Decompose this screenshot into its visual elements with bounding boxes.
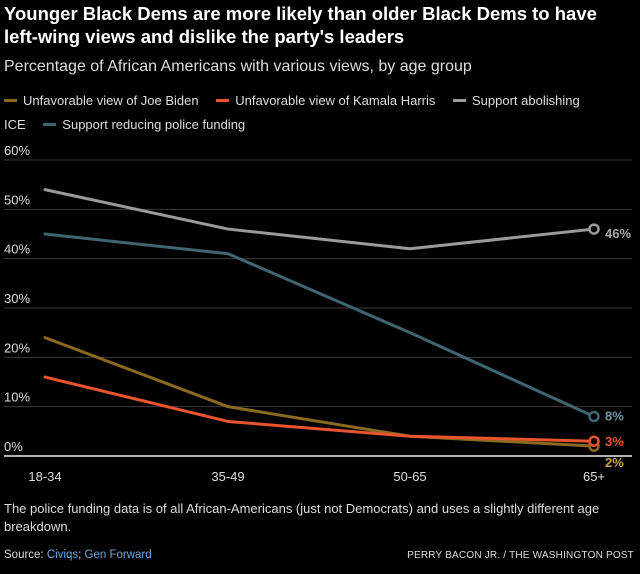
- legend-item-harris: Unfavorable view of Kamala Harris: [216, 93, 435, 108]
- y-tick-label-60: 60%: [4, 143, 30, 158]
- x-tick-label-35-49: 35-49: [211, 469, 244, 484]
- end-label-police: 8%: [605, 409, 624, 424]
- source-link-genforward[interactable]: Gen Forward: [84, 549, 152, 561]
- line-chart: 0% 10% 20% 30% 40% 50% 60% 18-34 35-49 50-65 65+2%…: [4, 143, 632, 484]
- y-tick-label-0: 0%: [4, 439, 23, 454]
- legend-item-ice: Support abolishing ICE: [4, 93, 580, 132]
- legend-item-biden: Unfavorable view of Joe Biden: [4, 93, 199, 108]
- tick-labels: 0% 10% 20% 30% 40% 50% 60% 18-34 35-49 50-65 65+2%…: [4, 143, 631, 484]
- y-tick-label-30: 30%: [4, 291, 30, 306]
- chart-note: The police funding data is of all Africa…: [4, 501, 600, 534]
- y-tick-label-20: 20%: [4, 340, 30, 355]
- chart-title: Younger Black Dems are more likely than …: [4, 3, 597, 47]
- credit-line: PERRY BACON JR. / THE WASHINGTON POST: [407, 550, 634, 561]
- end-label-biden: 2%: [605, 455, 624, 470]
- y-tick-label-10: 10%: [4, 390, 30, 405]
- chart-legend: Unfavorable view of Joe Biden Unfavorabl…: [4, 89, 604, 137]
- x-tick-label-50-65: 50-65: [393, 469, 426, 484]
- end-label-ice: 46%: [605, 226, 631, 241]
- series-lines: [43, 188, 600, 452]
- legend-swatch-ice: [453, 99, 466, 103]
- series-line-harris: [43, 375, 596, 443]
- end-marker-police: [588, 410, 600, 423]
- legend-item-police: Support reducing police funding: [43, 117, 245, 132]
- x-tick-label-18-34: 18-34: [28, 469, 61, 484]
- legend-label-biden: Unfavorable view of Joe Biden: [23, 93, 199, 108]
- legend-label-ice: Support abolishing ICE: [4, 93, 580, 132]
- legend-swatch-biden: [4, 99, 17, 103]
- series-line-biden: [43, 336, 596, 448]
- source-separator: ;: [78, 549, 85, 561]
- legend-label-harris: Unfavorable view of Kamala Harris: [235, 93, 436, 108]
- source-line: Source: Civiqs; Gen Forward: [4, 547, 152, 563]
- y-tick-label-50: 50%: [4, 192, 30, 207]
- series-line-ice: [43, 188, 596, 251]
- x-tick-label-65plus: 65+: [583, 469, 605, 484]
- legend-swatch-harris: [216, 99, 230, 103]
- source-link-civiqs[interactable]: Civiqs: [46, 549, 79, 561]
- end-label-harris: 3%: [605, 434, 624, 449]
- source-prefix: Source:: [4, 549, 47, 561]
- y-tick-label-40: 40%: [4, 242, 30, 257]
- end-marker-harris: [588, 435, 600, 447]
- end-marker-ice: [588, 223, 600, 235]
- legend-label-police: Support reducing police funding: [62, 117, 246, 132]
- chart-subtitle: Percentage of African Americans with var…: [4, 58, 472, 75]
- series-line-police: [43, 232, 596, 419]
- legend-swatch-police: [43, 123, 57, 127]
- gridlines: [4, 159, 632, 457]
